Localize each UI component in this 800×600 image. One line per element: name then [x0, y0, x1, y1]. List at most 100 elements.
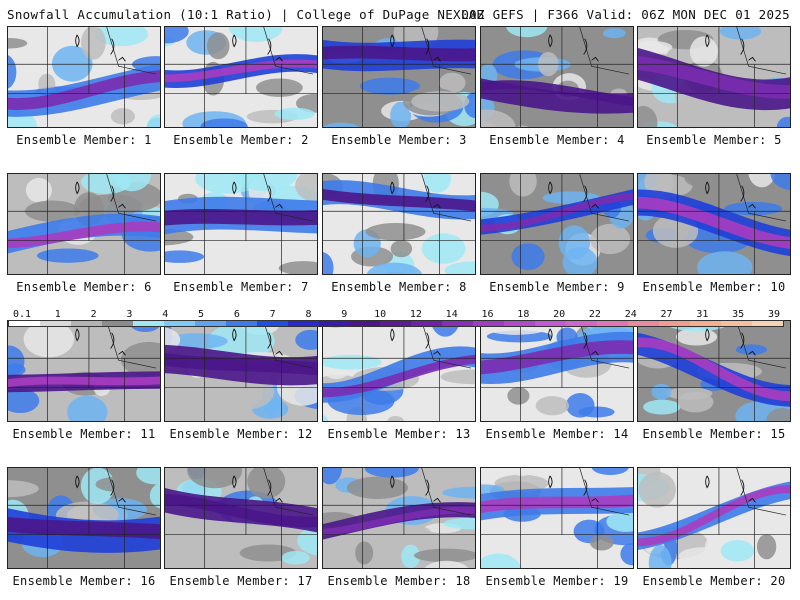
snowfall-field [648, 545, 672, 568]
snowfall-field [440, 369, 475, 385]
lake-outline [548, 328, 553, 342]
colorbar-tick-label: 1 [54, 309, 61, 320]
snowfall-field [208, 322, 275, 360]
snowfall-field [444, 261, 475, 274]
snowfall-field [511, 243, 545, 271]
colorbar-segment [380, 321, 412, 326]
snowfall-map [323, 174, 475, 274]
state-border-line [579, 321, 630, 369]
state-border-line [106, 321, 157, 369]
colorbar-segment [473, 321, 505, 326]
snowfall-field [247, 468, 286, 499]
snowfall-field [8, 363, 26, 376]
lake-outline [118, 56, 126, 62]
snowfall-field [411, 91, 470, 112]
snowfall-field [387, 416, 404, 421]
snowfall-field [390, 240, 413, 258]
snow-band-core [8, 517, 160, 540]
ensemble-member-map-8 [322, 173, 476, 275]
colorbar-segment [504, 321, 536, 326]
colorbar-segment [101, 321, 133, 326]
snowfall-field [724, 201, 783, 216]
snowfall-field [200, 118, 248, 127]
colorbar-segment [720, 321, 752, 326]
snowfall-field [689, 36, 718, 67]
ensemble-member-label: Ensemble Member: 14 [485, 427, 629, 441]
snowfall-field [602, 174, 633, 182]
snowfall-field [256, 78, 303, 97]
state-border-line [421, 174, 472, 222]
colorbar-tick-label: 7 [269, 309, 276, 320]
lake-outline [110, 38, 115, 55]
lake-outline [267, 332, 272, 349]
snowfall-field [404, 526, 431, 537]
lake-outline [748, 497, 756, 503]
snowfall-field [294, 468, 317, 493]
snowfall-field [364, 468, 419, 478]
snowfall-map [638, 468, 790, 568]
snowfall-field [620, 542, 633, 566]
colorbar-tick-label: 3 [126, 309, 133, 320]
lake-outline [740, 38, 745, 55]
snowfall-field [359, 77, 421, 95]
colorbar-tick-label: 9 [341, 309, 348, 320]
snowfall-field [23, 321, 74, 358]
ensemble-member-label: Ensemble Member: 3 [331, 133, 467, 147]
lake-outline [740, 332, 745, 349]
snowfall-field [295, 174, 317, 204]
ensemble-member-label: Ensemble Member: 15 [642, 427, 786, 441]
state-border-line [421, 27, 472, 75]
ensemble-member-label: Ensemble Member: 16 [12, 574, 156, 588]
ensemble-member-label: Ensemble Member: 17 [169, 574, 313, 588]
colorbar-tick-label: 18 [517, 309, 530, 320]
colorbar-tick-label: 4 [162, 309, 169, 320]
snow-band-core [8, 221, 160, 249]
colorbar-tick-label: 5 [198, 309, 205, 320]
colorbar-segment [442, 321, 474, 326]
colorbar-segment [349, 321, 381, 326]
colorbar-segment [287, 321, 319, 326]
lake-outline [275, 203, 283, 209]
snowfall-map [638, 174, 790, 274]
snowfall-field [401, 544, 421, 568]
lake-outline [740, 479, 745, 496]
lake-outline [275, 350, 283, 356]
snowfall-field [95, 476, 143, 493]
snow-band-core [165, 59, 317, 83]
state-border-line [263, 174, 314, 222]
snowfall-map [323, 27, 475, 127]
snowfall-field [506, 27, 548, 38]
snow-band-core [165, 493, 317, 528]
state-border-line [736, 27, 787, 75]
colorbar-tick-label: 31 [696, 309, 709, 320]
snow-band-core [481, 494, 633, 514]
snowfall-field [355, 541, 374, 565]
state-border-line [263, 27, 314, 75]
ensemble-member-label: Ensemble Member: 1 [16, 133, 152, 147]
snowfall-map [638, 27, 790, 127]
ensemble-member-label: Ensemble Member: 6 [16, 280, 152, 294]
lake-outline [548, 34, 553, 48]
snowfall-field [755, 253, 774, 274]
colorbar-segment [318, 321, 350, 326]
ensemble-member-map-6 [7, 173, 161, 275]
snowfall-field [591, 468, 629, 476]
snowfall-map [8, 468, 160, 568]
colorbar-segment [411, 321, 443, 326]
snowfall-field [605, 35, 633, 63]
snowfall-field [776, 116, 790, 127]
ensemble-member-map-3 [322, 26, 476, 128]
state-border-line [736, 174, 787, 222]
lake-outline [425, 479, 430, 496]
colorbar-segment [39, 321, 71, 326]
lake-outline [583, 332, 588, 349]
snowfall-field [510, 468, 534, 477]
snowfall-field [590, 223, 631, 255]
snowfall-field [297, 526, 317, 556]
state-border-line [421, 468, 472, 516]
lake-outline [275, 56, 283, 62]
snowfall-field [748, 174, 776, 188]
snowfall-field [439, 72, 466, 93]
snowfall-field [147, 114, 160, 127]
snowfall-field [589, 534, 614, 551]
